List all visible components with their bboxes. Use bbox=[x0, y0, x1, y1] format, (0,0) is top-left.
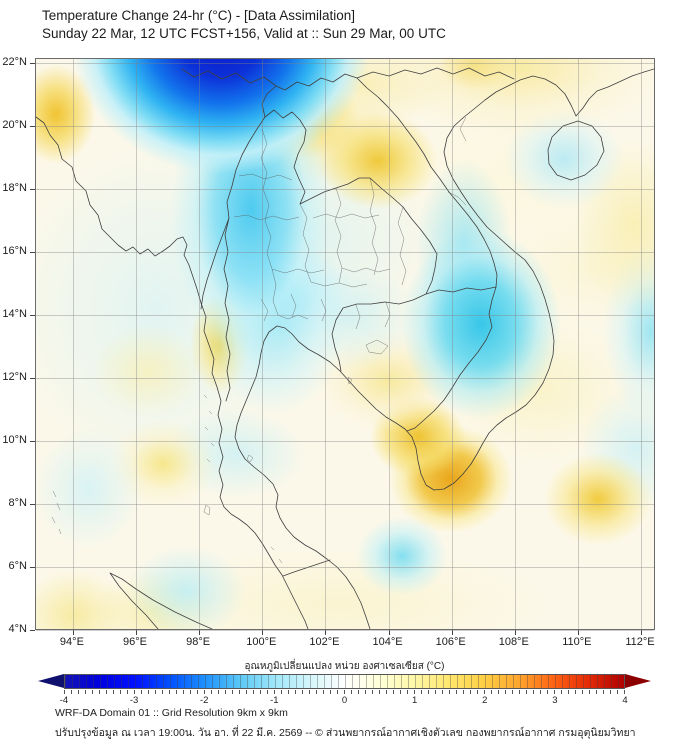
gridline-lat bbox=[36, 252, 654, 254]
colorbar-tick-label: 2 bbox=[482, 695, 488, 706]
lat-tickmark bbox=[30, 252, 35, 254]
gridline-lon bbox=[577, 59, 579, 629]
lon-label: 106°E bbox=[435, 636, 466, 648]
border-north bbox=[181, 67, 515, 118]
lon-label: 100°E bbox=[246, 636, 277, 648]
coastline-hainan bbox=[547, 120, 605, 181]
gridline-lat bbox=[36, 378, 654, 380]
lat-tickmark bbox=[30, 441, 35, 443]
gridline-lat bbox=[36, 315, 654, 317]
gridline-lat bbox=[36, 630, 654, 632]
lat-label: 6°N bbox=[8, 560, 27, 573]
gridline-lon bbox=[199, 59, 201, 629]
coastline-west bbox=[36, 116, 309, 629]
lon-label: 108°E bbox=[498, 636, 529, 648]
footer-model-info: WRF-DA Domain 01 :: Grid Resolution 9km … bbox=[55, 707, 288, 719]
figure-subtitle: Sunday 22 Mar, 12 UTC FCST+156, Valid at… bbox=[42, 26, 446, 41]
gridline-lon bbox=[325, 59, 327, 629]
lat-tickmark bbox=[30, 567, 35, 569]
gridline-lat bbox=[36, 126, 654, 128]
lon-tickmark bbox=[199, 630, 201, 635]
figure-title: Temperature Change 24-hr (°C) - [Data As… bbox=[42, 8, 356, 23]
lat-tickmark bbox=[30, 63, 35, 65]
lon-label: 102°E bbox=[309, 636, 340, 648]
gridline-lat bbox=[36, 189, 654, 191]
lat-label: 10°N bbox=[2, 434, 27, 447]
colorbar-tick-label: -3 bbox=[129, 695, 139, 706]
coastline-east bbox=[234, 68, 654, 629]
lat-label: 20°N bbox=[2, 119, 27, 132]
lat-tickmark bbox=[30, 126, 35, 128]
lat-tickmark bbox=[30, 315, 35, 317]
colorbar-tick-label: 3 bbox=[552, 695, 558, 706]
lat-tickmark bbox=[30, 378, 35, 380]
colorbar-cell-lines bbox=[65, 675, 624, 688]
colorbar-tick-labels: -4 -3 -2 -1 0 1 2 3 4 bbox=[60, 695, 628, 707]
colorbar-tick-label: -2 bbox=[200, 695, 209, 706]
lat-label: 4°N bbox=[8, 623, 27, 636]
gridline-lon bbox=[388, 59, 390, 629]
lon-label: 98°E bbox=[186, 636, 211, 648]
colorbar-tick-label: -4 bbox=[59, 695, 69, 706]
colorbar-tick-label: -1 bbox=[270, 695, 279, 706]
lat-label: 14°N bbox=[2, 308, 27, 321]
lon-tickmark bbox=[325, 630, 327, 635]
border-laos-vietnam bbox=[356, 77, 498, 432]
lon-tickmark bbox=[262, 630, 264, 635]
colorbar-extend-left-arrow bbox=[38, 674, 64, 688]
gridline-lat bbox=[36, 63, 654, 65]
lon-tickmark bbox=[641, 630, 642, 635]
province-borders bbox=[233, 116, 467, 355]
lat-tickmark bbox=[30, 630, 35, 632]
lon-tickmark bbox=[136, 630, 138, 635]
colorbar-extend-right-arrow bbox=[625, 674, 651, 688]
lat-label: 8°N bbox=[8, 497, 27, 510]
lon-tickmark bbox=[451, 630, 453, 635]
colorbar-tick-label: 1 bbox=[411, 695, 418, 706]
gridline-lon bbox=[451, 59, 453, 629]
lat-tickmark bbox=[30, 189, 35, 191]
lat-label: 18°N bbox=[2, 182, 27, 195]
coastlines-layer bbox=[36, 67, 654, 629]
weather-map bbox=[30, 58, 655, 635]
colorbar-tickmarks bbox=[64, 690, 625, 694]
colorbar-tick-label: 4 bbox=[622, 695, 628, 706]
border-thailand bbox=[200, 109, 497, 577]
gridline-lon bbox=[262, 59, 264, 629]
lon-tickmark bbox=[577, 630, 579, 635]
lat-label: 12°N bbox=[2, 371, 27, 384]
temperature-anomaly-field bbox=[36, 59, 654, 629]
lon-tickmark bbox=[514, 630, 516, 635]
colorbar-tick-label: 0 bbox=[341, 695, 348, 706]
lon-label: 94°E bbox=[59, 636, 84, 648]
lat-tickmark bbox=[30, 504, 35, 506]
gridline-lat bbox=[36, 504, 654, 506]
title-block: Temperature Change 24-hr (°C) - [Data As… bbox=[42, 7, 446, 43]
lat-label: 16°N bbox=[2, 245, 27, 258]
gridline-lat bbox=[36, 567, 654, 569]
gridline-lon bbox=[641, 59, 642, 629]
lat-label: 22°N bbox=[2, 56, 27, 69]
colorbar-gradient bbox=[64, 674, 625, 689]
lon-tickmark bbox=[72, 630, 74, 635]
gridline-lat bbox=[36, 441, 654, 443]
lon-label: 96°E bbox=[123, 636, 148, 648]
gridline-lon bbox=[136, 59, 138, 629]
colorbar-title: อุณหภูมิเปลี่ยนแปลง หน่วย องศาเซลเซียส (… bbox=[244, 661, 445, 672]
lon-label: 104°E bbox=[372, 636, 403, 648]
islands bbox=[51, 376, 353, 564]
footer-agency-info: ปรับปรุงข้อมูล ณ เวลา 19:00น. วัน อา. ที… bbox=[55, 727, 636, 739]
colorbar bbox=[38, 674, 651, 689]
lon-label: 112°E bbox=[625, 636, 655, 648]
coastline-sumatra bbox=[109, 572, 213, 629]
gridline-lon bbox=[72, 59, 74, 629]
gridline-lon bbox=[514, 59, 516, 629]
lon-label: 110°E bbox=[562, 636, 592, 648]
lon-tickmark bbox=[388, 630, 390, 635]
